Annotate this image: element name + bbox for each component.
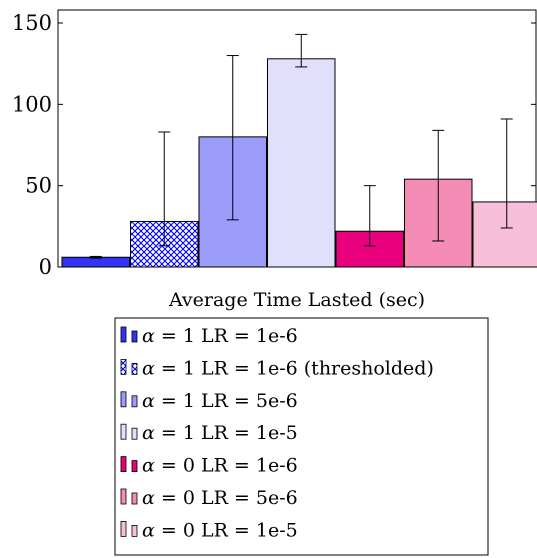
y-tick-label: 0 [39, 255, 52, 279]
y-axis: 0 50 100 150 [12, 11, 536, 279]
legend-swatch [120, 521, 127, 537]
legend-swatch [120, 358, 127, 375]
legend: α = 1 LR = 1e-6 α = 1 LR = 1e-6 (threshol… [120, 325, 434, 541]
bar [472, 201, 537, 268]
legend-box [114, 317, 489, 556]
legend-swatch [131, 362, 138, 375]
legend-label: α = 0 LR = 5e-6 [142, 487, 298, 509]
bars [61, 58, 537, 268]
y-tick-label: 50 [25, 174, 52, 198]
legend-swatch [120, 326, 127, 343]
legend-label: α = 1 LR = 1e-6 [142, 325, 298, 347]
error-bars [89, 33, 513, 259]
legend-label: α = 1 LR = 1e-6 (thresholded) [142, 357, 434, 379]
legend-label: α = 0 LR = 1e-6 [142, 455, 298, 477]
bar [61, 256, 130, 268]
bar [267, 58, 336, 268]
y-tick-label: 150 [12, 11, 52, 35]
legend-label: α = 1 LR = 1e-5 [142, 422, 298, 444]
legend-swatch [131, 492, 138, 505]
legend-swatch [131, 525, 138, 537]
legend-label: α = 1 LR = 5e-6 [142, 390, 298, 412]
legend-swatch [120, 391, 127, 408]
legend-label: α = 0 LR = 1e-5 [142, 519, 298, 541]
legend-swatch [131, 395, 138, 408]
legend-swatch [131, 427, 138, 440]
legend-swatch [131, 460, 138, 473]
legend-swatch [120, 423, 127, 440]
legend-swatch [120, 488, 127, 505]
y-tick-label: 100 [12, 92, 52, 116]
x-axis-label: Average Time Lasted (sec) [168, 289, 425, 311]
legend-swatch [120, 456, 127, 473]
legend-swatch [131, 330, 138, 343]
